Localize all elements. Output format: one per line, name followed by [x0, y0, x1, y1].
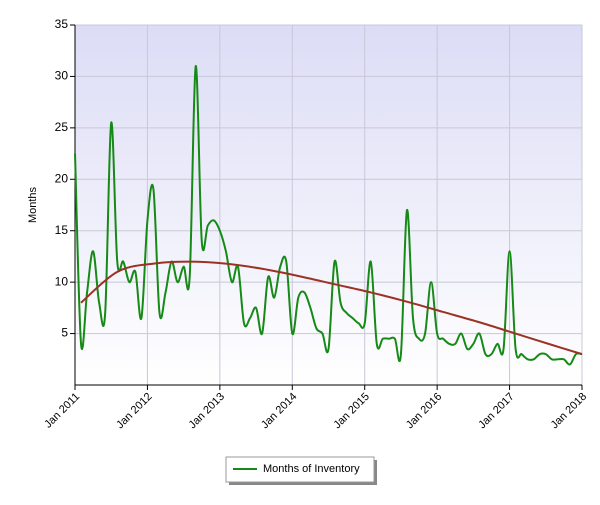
x-tick-label: Jan 2017 [476, 391, 516, 431]
y-tick-label: 20 [55, 171, 69, 185]
x-tick-label: Jan 2014 [259, 391, 299, 431]
y-tick-label: 5 [61, 326, 68, 340]
plot-area [75, 25, 582, 385]
y-tick-label: 30 [55, 69, 69, 83]
x-tick-label: Jan 2011 [42, 391, 82, 431]
legend: Months of Inventory [225, 456, 377, 485]
y-tick-label: 15 [55, 223, 69, 237]
x-tick-label: Jan 2018 [549, 391, 589, 431]
x-tick-label: Jan 2013 [187, 391, 227, 431]
y-axis-label: Months [27, 186, 39, 223]
legend-label: Months of Inventory [263, 463, 360, 475]
data-line [74, 65, 583, 366]
y-tick-label: 35 [55, 17, 69, 31]
y-tick-label: 10 [55, 274, 69, 288]
x-tick-label: Jan 2016 [404, 391, 444, 431]
trend-line [80, 260, 583, 356]
y-tick-label: 25 [55, 120, 69, 134]
x-tick-label: Jan 2015 [331, 391, 371, 431]
x-tick-label: Jan 2012 [114, 391, 154, 431]
